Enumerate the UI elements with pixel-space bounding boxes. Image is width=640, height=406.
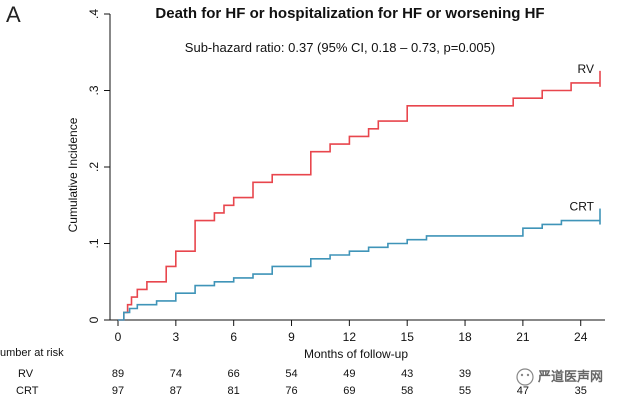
risk-value-crt: 87 xyxy=(170,385,182,397)
watermark-icon-dot-right xyxy=(526,373,530,377)
y-tick-label: 0 xyxy=(87,316,101,323)
x-tick-label: 15 xyxy=(401,330,415,344)
risk-values: 89 74 66 54 49 43 39 97 87 81 76 69 58 55 47 35 xyxy=(112,368,587,397)
y-tick-label: .1 xyxy=(87,238,101,248)
risk-value-rv: 39 xyxy=(459,368,471,380)
x-tick-label: 21 xyxy=(516,330,530,344)
risk-value-rv: 54 xyxy=(285,368,297,380)
watermark-icon xyxy=(516,368,534,386)
x-tick-label: 0 xyxy=(115,330,122,344)
x-axis-label: Months of follow-up xyxy=(304,347,408,361)
series-label-rv: RV xyxy=(578,62,594,76)
watermark: 严道医声网 xyxy=(516,368,603,386)
series-line-crt xyxy=(118,219,600,321)
y-tick-label: .4 xyxy=(87,9,101,19)
risk-value-crt: 55 xyxy=(459,385,471,397)
risk-value-crt: 35 xyxy=(575,385,587,397)
risk-row-label-crt: CRT xyxy=(16,385,39,397)
risk-row-label-rv: RV xyxy=(18,368,34,380)
series-line-rv xyxy=(118,82,600,321)
x-tick-label: 18 xyxy=(458,330,472,344)
x-ticks: 0 3 6 9 12 15 18 21 24 xyxy=(115,320,588,344)
risk-value-crt: 81 xyxy=(228,385,240,397)
risk-value-rv: 43 xyxy=(401,368,413,380)
watermark-icon-dot-left xyxy=(520,373,524,377)
watermark-text: 严道医声网 xyxy=(537,369,603,384)
risk-value-crt: 97 xyxy=(112,385,124,397)
risk-value-rv: 89 xyxy=(112,368,124,380)
risk-value-crt: 69 xyxy=(343,385,355,397)
y-axis-label: Cumulative Incidence xyxy=(66,117,80,232)
risk-value-crt: 47 xyxy=(517,385,529,397)
risk-value-rv: 74 xyxy=(170,368,182,380)
risk-value-rv: 49 xyxy=(343,368,355,380)
x-tick-label: 9 xyxy=(288,330,295,344)
x-tick-label: 6 xyxy=(230,330,237,344)
series-group: RV CRT xyxy=(118,62,601,321)
risk-value-crt: 58 xyxy=(401,385,413,397)
panel-letter: A xyxy=(6,2,21,27)
x-tick-label: 3 xyxy=(172,330,179,344)
y-ticks: 0 .1 .2 .3 .4 xyxy=(87,9,110,323)
x-tick-label: 12 xyxy=(343,330,357,344)
chart-title: Death for HF or hospitalization for HF o… xyxy=(155,5,544,22)
risk-value-crt: 76 xyxy=(285,385,297,397)
risk-value-rv: 66 xyxy=(228,368,240,380)
x-tick-label: 24 xyxy=(574,330,588,344)
y-tick-label: .3 xyxy=(87,85,101,95)
risk-table-label: umber at risk xyxy=(0,347,64,359)
y-tick-label: .2 xyxy=(87,162,101,172)
series-label-crt: CRT xyxy=(570,200,595,214)
chart-subtitle: Sub-hazard ratio: 0.37 (95% CI, 0.18 – 0… xyxy=(185,40,495,55)
